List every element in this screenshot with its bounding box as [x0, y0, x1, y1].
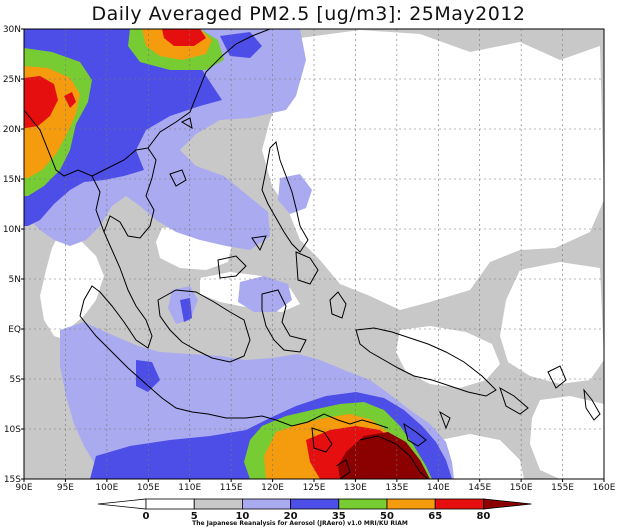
- lon-tick-label: 145E: [468, 483, 491, 493]
- colorbar-label: 20: [284, 511, 298, 522]
- credit-text: The Japanese Reanalysis for Aerosol (JRA…: [192, 520, 408, 527]
- lon-tick-label: 100E: [95, 483, 118, 493]
- lon-tick-label: 90E: [15, 483, 32, 493]
- colorbar: 0 5 10 20 35 50 65 80: [97, 498, 532, 522]
- colorbar-label: 35: [332, 511, 346, 522]
- lat-tick-label: 15N: [3, 175, 21, 185]
- colorbar-label: 10: [235, 511, 249, 522]
- lon-tick-label: 125E: [303, 483, 326, 493]
- lat-tick-label: 15S: [4, 475, 21, 485]
- colorbar-segment: [338, 498, 388, 510]
- lat-tick-label: 5S: [10, 375, 22, 385]
- latitude-axis: 30N 25N 20N 15N 10N 5N EQ 5S 10S 15S: [3, 25, 21, 485]
- lon-tick-label: 115E: [220, 483, 243, 493]
- lon-tick-label: 150E: [510, 483, 533, 493]
- lat-tick-label: EQ: [8, 325, 21, 335]
- lon-tick-label: 140E: [427, 483, 450, 493]
- lon-tick-label: 130E: [344, 483, 367, 493]
- lon-tick-label: 160E: [593, 483, 616, 493]
- pm25-fields: [24, 29, 604, 479]
- coastlines: [24, 29, 601, 479]
- lon-tick-label: 155E: [551, 483, 574, 493]
- lon-tick-label: 110E: [178, 483, 201, 493]
- lon-tick-label: 95E: [57, 483, 74, 493]
- colorbar-label: 65: [428, 511, 442, 522]
- colorbar-label: 5: [191, 511, 198, 522]
- colorbar-lower-triangle: [97, 498, 147, 510]
- colorbar-segment: [145, 498, 195, 510]
- lon-tick-label: 105E: [137, 483, 160, 493]
- colorbar-segment: [290, 498, 340, 510]
- longitude-axis: 90E 95E 100E 105E 110E 115E 120E 125E 130E 135E 14…: [15, 483, 615, 493]
- grid-lines: [21, 28, 605, 482]
- lat-tick-label: 10S: [4, 425, 21, 435]
- colorbar-segment: [193, 498, 243, 510]
- lat-tick-label: 20N: [3, 125, 21, 135]
- lat-tick-label: 30N: [3, 25, 21, 35]
- colorbar-label: 50: [380, 511, 394, 522]
- colorbar-segment: [386, 498, 436, 510]
- map-frame: [23, 28, 605, 480]
- lon-tick-label: 120E: [261, 483, 284, 493]
- lon-tick-label: 135E: [385, 483, 408, 493]
- colorbar-label: 80: [476, 511, 490, 522]
- band-gt95: [338, 432, 430, 479]
- colorbar-segment: [241, 498, 291, 510]
- lat-tick-label: 5N: [9, 275, 21, 285]
- colorbar-label: 0: [143, 511, 150, 522]
- lat-tick-label: 25N: [3, 75, 21, 85]
- lat-tick-label: 10N: [3, 225, 21, 235]
- colorbar-upper-triangle: [482, 498, 532, 510]
- map-title: Daily Averaged PM2.5 [ug/m3]: 25May2012: [91, 3, 526, 25]
- colorbar-segment: [434, 498, 484, 510]
